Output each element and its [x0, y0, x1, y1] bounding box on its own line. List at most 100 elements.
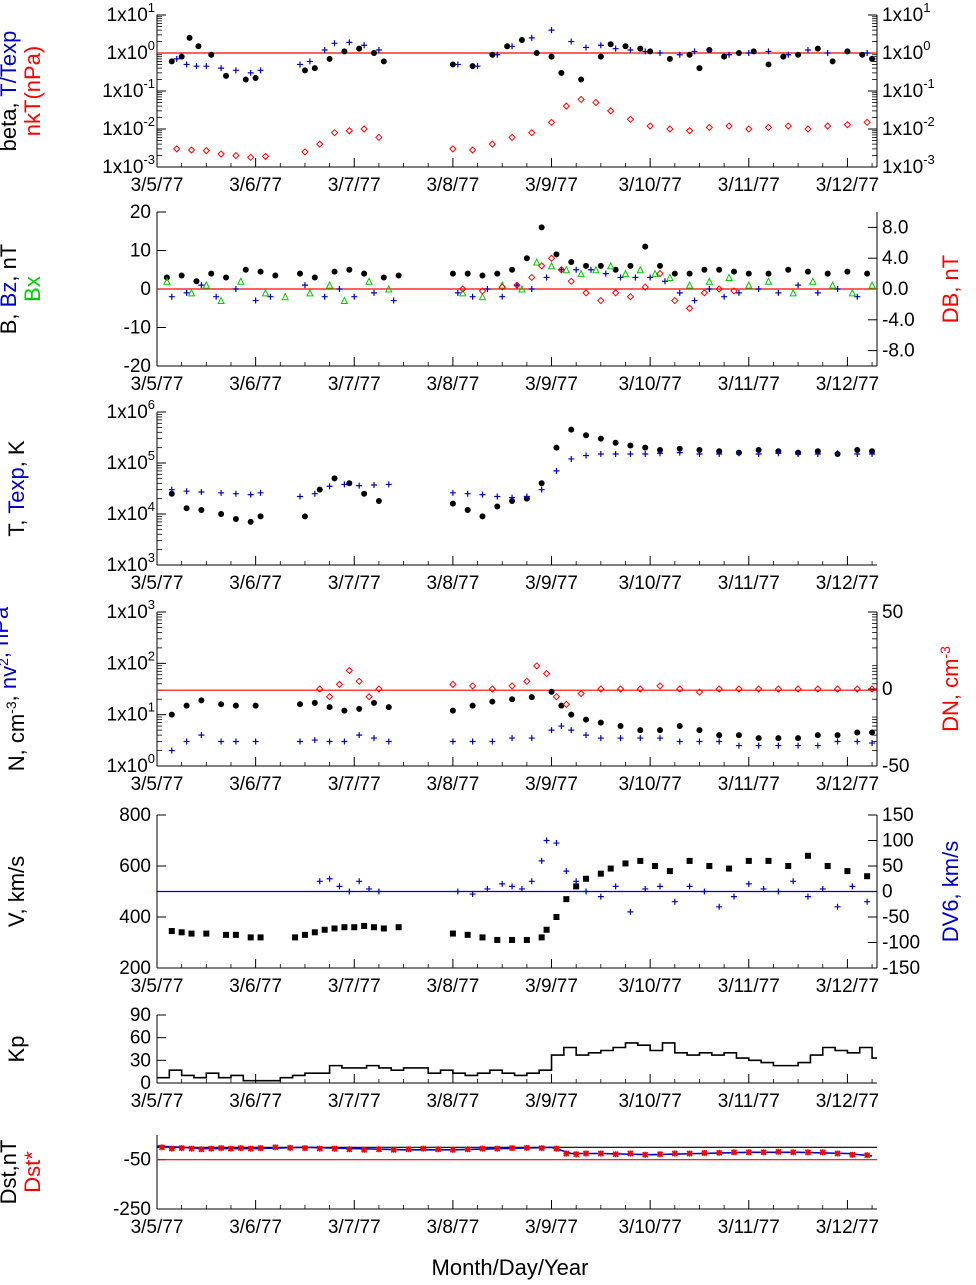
- panel-velocity-series-1-point: [484, 885, 491, 892]
- y-right-tick-label: 1x10-1: [882, 76, 935, 102]
- panel-density-series-2-point: [335, 680, 344, 689]
- panel-density-series-2-point: [355, 677, 363, 686]
- panel-density-series-0-point: [528, 694, 535, 701]
- y-tick-label: 1x104: [107, 499, 155, 525]
- panel-velocity-series-0-point: [637, 857, 644, 864]
- ylabel-part: -3: [3, 701, 19, 714]
- y-tick-exponent: 0: [923, 38, 930, 53]
- panel-dst-series-1-point: [198, 1146, 205, 1153]
- panel-beta-series-1-point: [785, 51, 792, 58]
- panel-density-series-0-point: [168, 711, 175, 718]
- x-tick-label: 3/12/77: [816, 774, 879, 795]
- panel-field-series-1-point: [183, 289, 190, 296]
- panel-temperature-series-1-point: [568, 455, 575, 462]
- panel-field-series-3-point: [498, 283, 506, 291]
- panel-dst-series-1-point: [509, 1145, 516, 1152]
- panel-temperature-series-1-point: [676, 449, 683, 456]
- panel-velocity-series-1-point: [528, 878, 535, 885]
- panel-beta-series-1-point: [232, 67, 239, 74]
- y-tick-label: 800: [119, 805, 151, 826]
- panel-dst-series-1-point: [227, 1145, 235, 1152]
- panel-dst-series-1-point: [686, 1150, 693, 1157]
- y-tick-label: 600: [119, 856, 151, 877]
- panel-temperature-series-1-point: [716, 451, 723, 458]
- panel-field-series-2-point: [478, 292, 487, 301]
- panel-beta-series-2-point: [626, 115, 635, 124]
- panel-field-series-1-point: [573, 266, 580, 273]
- panel-beta-series-1-point: [627, 46, 634, 53]
- panel-density-series-1-point: [583, 732, 590, 739]
- panel-temperature-series-0-point: [257, 513, 264, 520]
- panel-density-series-1-point: [617, 735, 624, 742]
- panel-field-series-3-point: [685, 304, 694, 312]
- panel-velocity-series-0-point: [351, 924, 358, 931]
- panel-velocity-series-0-point: [203, 930, 210, 937]
- panel-dst-series-1-point: [582, 1150, 590, 1157]
- panel-dst-series-1-point: [237, 1145, 244, 1152]
- panel-field-series-3-point: [513, 281, 521, 289]
- panel-velocity-series-0-point: [168, 928, 175, 935]
- panel-density-right-label: DN, cm-3: [937, 646, 963, 732]
- panel-beta-series-1-point: [218, 65, 225, 72]
- panel-beta-series-2-point: [316, 140, 324, 148]
- panel-velocity-series-1-point: [849, 883, 856, 890]
- panel-beta-series-2-point: [449, 145, 457, 153]
- panel-density-series-1-point: [735, 742, 742, 749]
- panel-dst-series-1-point: [775, 1148, 782, 1155]
- x-tick-label: 3/6/77: [229, 1217, 282, 1238]
- panel-velocity-series-1-point: [573, 878, 580, 885]
- panel-field-series-1-point: [351, 293, 358, 300]
- panel-beta-series-1-point: [548, 27, 555, 34]
- ylabel-part: nv: [0, 666, 21, 689]
- panel-density-series-1-point: [489, 738, 496, 745]
- panel-field-series-0-point: [272, 272, 279, 279]
- panel-dst-series-1-point: [208, 1145, 215, 1152]
- panel-density-series-1-point: [795, 742, 802, 749]
- panel-beta-series-1-point: [583, 44, 590, 51]
- panel-velocity-series-1-point: [538, 857, 545, 864]
- panel-field-series-0-point: [311, 274, 318, 281]
- panel-field-series-2-point: [789, 288, 797, 297]
- ylabel-part: Dst*: [20, 1151, 45, 1193]
- panel-field-series-1-point: [632, 274, 639, 281]
- panel-velocity-series-0-point: [301, 931, 308, 938]
- panel-beta-ylabel-line-1: nkT(nPa): [20, 46, 45, 136]
- panel-density-series-2-point: [577, 689, 585, 698]
- panel-velocity-ylabel-line-0: V, km/s: [4, 856, 29, 927]
- panel-temperature-series-0-point: [676, 445, 683, 452]
- panel-beta-series-2-point: [187, 146, 196, 154]
- panel-velocity-series-0-point: [232, 931, 239, 938]
- panel-density-series-0-point: [568, 711, 575, 718]
- panel-density-series-1-point: [183, 738, 190, 745]
- panel-field-series-1-point: [795, 282, 802, 289]
- panel-density-series-0-point: [469, 702, 476, 709]
- panel-dst-series-1-point: [671, 1150, 678, 1157]
- panel-beta-series-0-point: [252, 74, 259, 81]
- panel-field-series-1-point: [454, 289, 461, 296]
- panel-velocity-series-0-point: [745, 857, 752, 864]
- panel-field-series-1-point: [735, 289, 742, 296]
- y-tick-label: 1x100: [107, 751, 155, 777]
- panel-temperature-series-1-point: [168, 486, 175, 493]
- x-tick-label: 3/9/77: [525, 1217, 578, 1238]
- panel-temperature-series-0-point: [755, 446, 762, 453]
- panel-velocity-series-1-point: [701, 888, 708, 895]
- panel-temperature-series-1-point: [232, 490, 239, 497]
- panel-density-series-1-point: [311, 737, 318, 744]
- panel-field-series-0-point: [494, 270, 501, 277]
- panel-beta-series-2-point: [592, 98, 600, 107]
- panel-beta-series-0-point: [326, 55, 333, 62]
- panel-beta-series-0-point: [647, 48, 654, 55]
- panel-temperature-series-1-point: [198, 489, 205, 495]
- panel-field-series-1-point: [755, 286, 762, 292]
- panel-field-series-1-point: [706, 286, 713, 292]
- panel-density-series-2-point: [715, 685, 723, 693]
- panel-field-series-2-point: [621, 269, 630, 278]
- panel-beta-series-0-point: [178, 53, 185, 60]
- panel-beta-series-0-point: [558, 69, 565, 76]
- panel-beta-series-1-point: [306, 58, 313, 65]
- panel-density-series-0-point: [583, 716, 590, 723]
- y-tick-exponent: -1: [143, 76, 155, 91]
- panel-field-series-0-point: [804, 268, 811, 275]
- panel-beta-series-1-point: [346, 39, 353, 46]
